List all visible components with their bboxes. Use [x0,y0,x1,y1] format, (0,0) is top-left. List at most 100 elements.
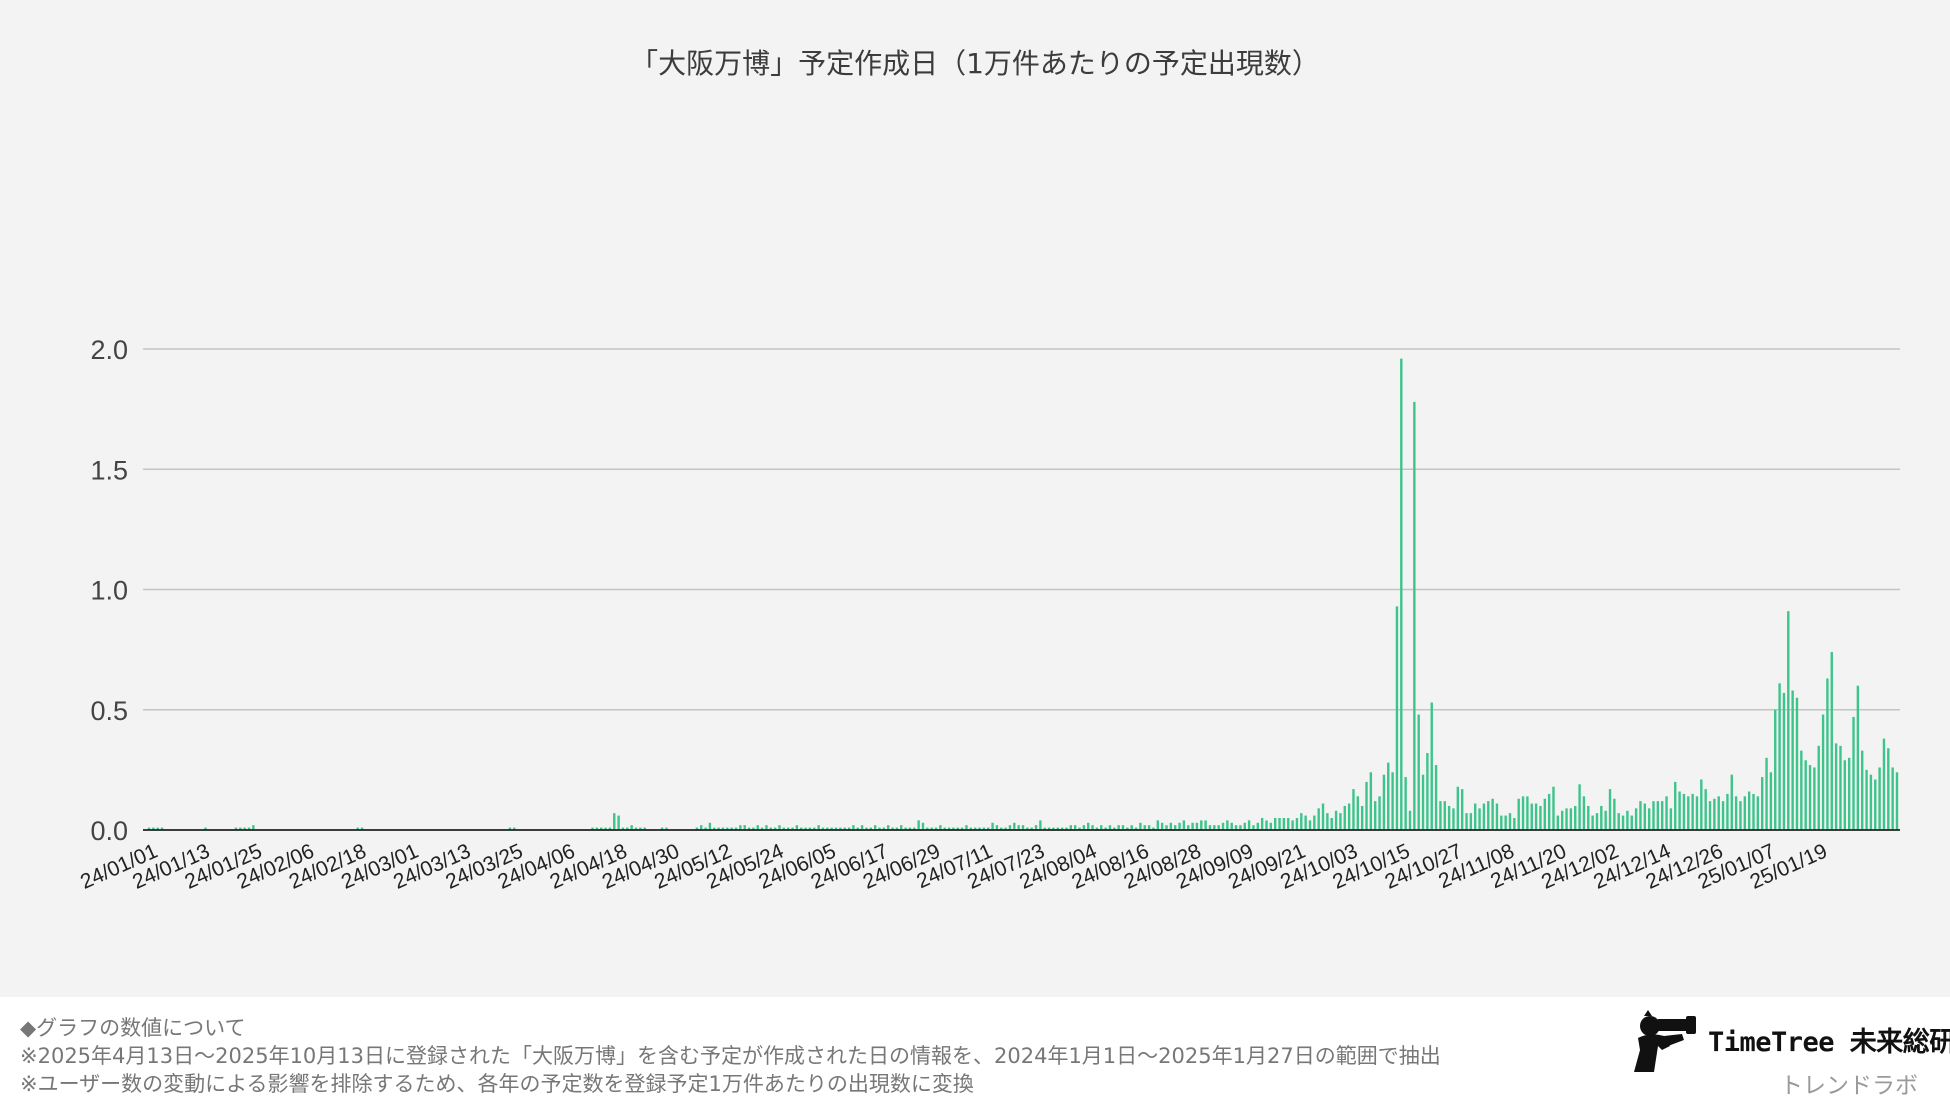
bar [1365,781,1368,830]
bar [1861,750,1864,830]
bar [891,827,894,830]
bar [1865,769,1868,831]
bar [608,827,612,830]
bar [952,827,955,830]
bar [1165,825,1168,830]
bar [782,827,786,830]
bar [152,827,155,830]
bar [1204,820,1207,830]
bar [930,827,933,830]
bar [887,825,890,830]
bar [778,825,781,830]
bar [1313,815,1316,830]
bar [1765,757,1768,830]
bar [708,822,712,830]
bar [1321,803,1325,830]
bar [252,825,255,830]
bar [630,825,633,830]
bar [1047,827,1051,830]
bar [965,825,968,830]
bar [865,827,868,830]
bar [1108,825,1112,830]
y-tick-label: 0.0 [90,816,128,846]
bar [1682,793,1686,830]
bar [843,827,846,830]
bar [665,827,668,830]
bar [1030,827,1033,830]
bar [1791,690,1794,830]
bar [1521,796,1525,830]
bar [600,827,603,830]
bar [639,827,642,830]
bar [895,827,899,830]
bar [147,827,151,830]
bar [1173,825,1177,830]
bar [1039,820,1042,830]
bar [1513,817,1516,830]
bar [1430,702,1433,830]
bar [1404,777,1407,830]
bar [713,827,716,830]
brand-name: TimeTree 未来総研 [1708,1027,1950,1058]
bar [934,827,938,830]
bar [1621,815,1625,830]
bar [1278,817,1281,830]
bar [621,827,625,830]
bar [1300,813,1303,830]
bar [513,827,516,830]
bar [1756,796,1760,830]
bar [1826,678,1829,830]
bar [1534,803,1538,830]
bar [943,827,946,830]
bar [926,827,929,830]
bar [1487,801,1490,830]
bar [978,827,981,830]
bar [1087,822,1090,830]
bar [830,827,833,830]
bar [1630,815,1633,830]
bar [1539,805,1542,830]
bar [1778,683,1781,830]
bar [1417,714,1420,830]
bar [1508,813,1512,830]
bar [1234,825,1238,830]
bar [1878,767,1881,830]
bar [1200,820,1203,830]
bar [900,825,903,830]
bar [1830,652,1833,830]
bar [1569,808,1573,830]
bar [1752,793,1755,830]
bar [1391,772,1394,830]
chart-panel: 「大阪万博」予定作成日（1万件あたりの予定出現数） 0.0 0.5 1.0 1.5 2.… [0,0,1950,997]
bar [243,827,246,830]
bar [1661,801,1664,830]
bar [1117,825,1120,830]
bar [1295,817,1299,830]
bar [1447,805,1451,830]
bar [1647,808,1651,830]
bar [1134,827,1138,830]
bar [1269,822,1273,830]
bar-chart: 0.0 0.5 1.0 1.5 2.0 24/01/0124/01/1324/01/25… [77,335,1900,894]
bar [1013,822,1016,830]
bar [1874,779,1877,830]
bar [1052,827,1055,830]
bar [821,827,825,830]
y-tick-label: 2.0 [90,335,128,365]
bar [1834,743,1838,830]
bar [834,827,838,830]
bar [847,827,851,830]
bar [1495,803,1499,830]
bar [239,827,242,830]
bar [1439,801,1442,830]
bar [1156,820,1159,830]
bar [1852,716,1855,830]
bar [1804,760,1807,830]
bar [817,825,820,830]
bar [787,827,790,830]
bar [1517,798,1520,830]
bar [1734,796,1738,830]
bar [360,827,364,830]
bar [791,827,794,830]
bar [1069,825,1073,830]
